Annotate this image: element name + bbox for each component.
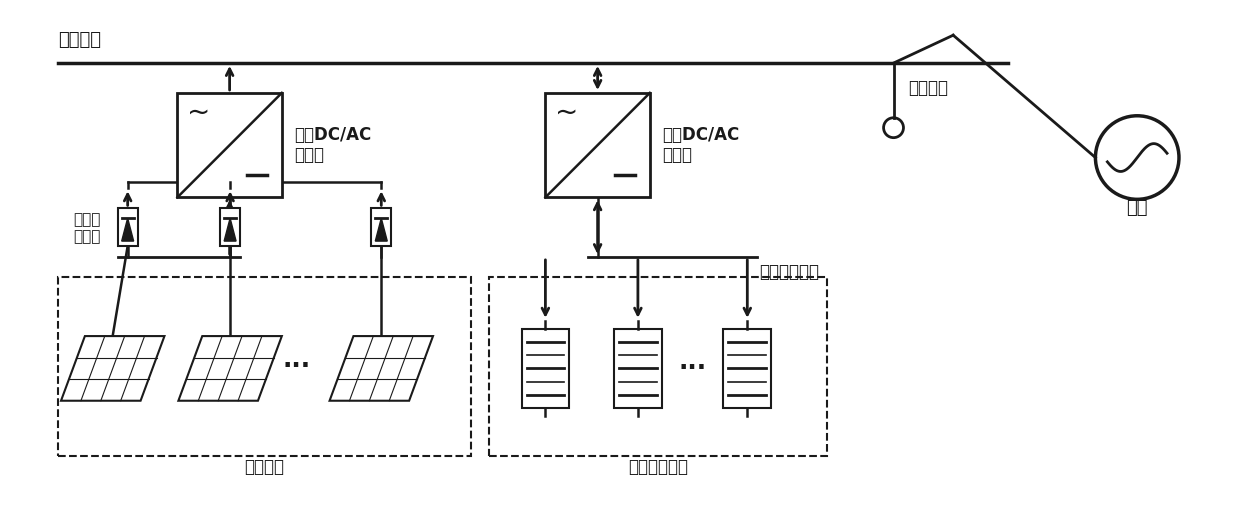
Text: 变流器: 变流器: [662, 146, 692, 164]
Text: 光伏DC/AC: 光伏DC/AC: [294, 126, 371, 144]
Text: 储能DC/AC: 储能DC/AC: [662, 126, 739, 144]
Polygon shape: [224, 218, 236, 241]
Polygon shape: [376, 218, 387, 241]
Text: 光伏阵列: 光伏阵列: [244, 458, 284, 476]
Bar: [221, 208, 241, 246]
Bar: [177, 93, 281, 197]
Text: ~: ~: [187, 99, 211, 127]
Polygon shape: [179, 336, 281, 401]
Bar: [723, 329, 771, 408]
Bar: [546, 93, 650, 197]
Text: 交流输出接口: 交流输出接口: [759, 263, 820, 281]
Text: 并网开关: 并网开关: [909, 79, 949, 97]
Text: 变流器: 变流器: [294, 146, 324, 164]
Text: 二极管: 二极管: [73, 230, 100, 245]
Text: ···: ···: [283, 355, 311, 378]
Bar: [489, 277, 827, 456]
Text: ~: ~: [556, 99, 579, 127]
Bar: [371, 208, 392, 246]
Text: 交流母线: 交流母线: [58, 31, 100, 49]
Text: 防逆流: 防逆流: [73, 212, 100, 227]
Polygon shape: [61, 336, 165, 401]
Polygon shape: [330, 336, 433, 401]
Bar: [522, 329, 569, 408]
Bar: [614, 329, 662, 408]
Polygon shape: [122, 218, 134, 241]
Text: ···: ···: [678, 356, 707, 381]
Bar: [118, 208, 138, 246]
Bar: [58, 277, 471, 456]
Text: 电池储能系统: 电池储能系统: [627, 458, 688, 476]
Text: 电网: 电网: [1126, 199, 1148, 217]
